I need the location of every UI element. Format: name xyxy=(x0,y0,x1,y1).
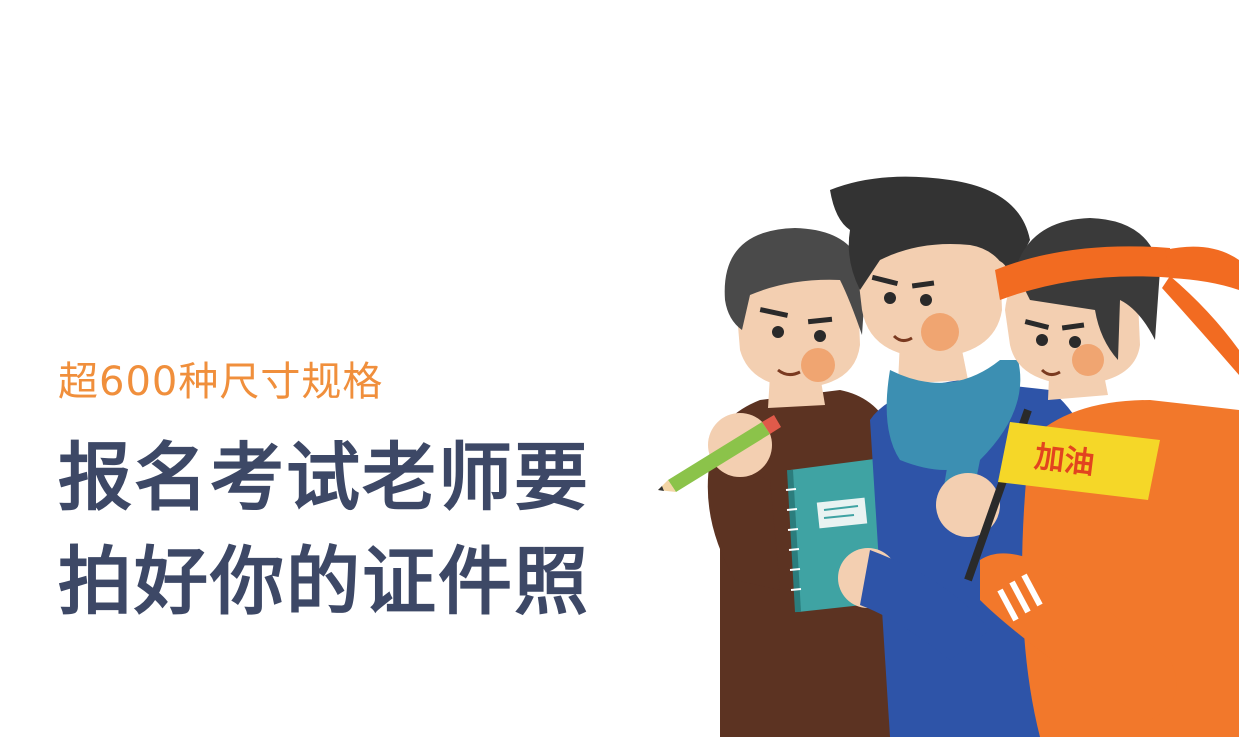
pencil-icon xyxy=(658,415,781,492)
headline-line-1: 报名考试老师要 xyxy=(58,435,590,521)
headline-line-2: 拍好你的证件照 xyxy=(58,539,590,625)
middle-student-hair xyxy=(830,176,1030,290)
headband xyxy=(995,246,1175,300)
left-student-hair xyxy=(724,228,865,335)
students-illustration: 加油 xyxy=(658,176,1239,737)
subtitle: 超600种尺寸规格 xyxy=(58,359,384,405)
cheer-flag: 加油 xyxy=(998,422,1160,500)
cheer-flag-text: 加油 xyxy=(1033,440,1097,482)
scarf xyxy=(886,360,1021,470)
right-student: 加油 xyxy=(936,218,1239,737)
